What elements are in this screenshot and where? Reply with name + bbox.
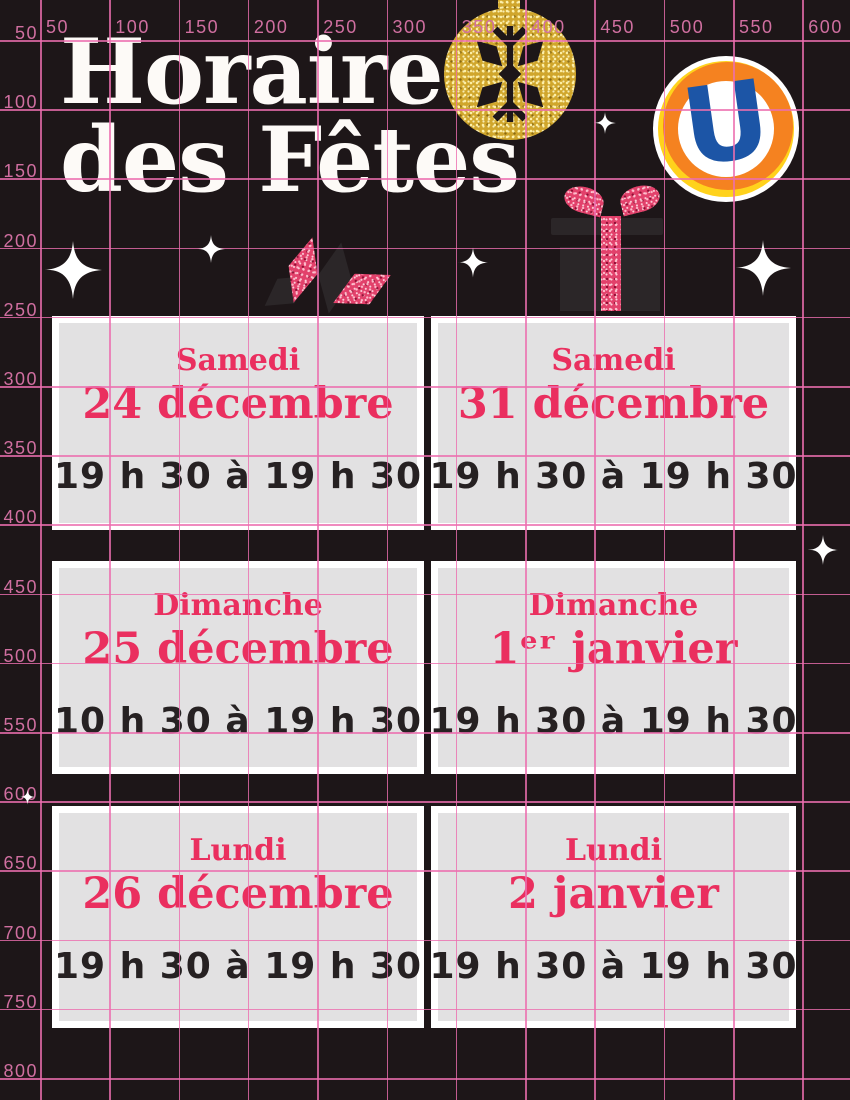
card-hours: 19 h 30 à 19 h 30 — [53, 456, 423, 497]
card-hours: 19 h 30 à 19 h 30 — [429, 456, 798, 497]
sparkle-icon — [458, 242, 488, 283]
card-day: Samedi — [175, 343, 301, 378]
sparkle-icon — [594, 108, 616, 138]
grid-row-label: 450 — [3, 576, 38, 597]
hours-card-inner: Lundi 26 décembre 19 h 30 à 19 h 30 — [54, 813, 421, 1021]
snowflake-icon — [476, 26, 544, 122]
gift-bow-left — [561, 182, 607, 218]
card-hours: 19 h 30 à 19 h 30 — [53, 946, 423, 987]
hours-card: Samedi 31 décembre 19 h 30 à 19 h 30 — [429, 316, 797, 530]
hours-card: Dimanche 25 décembre 10 h 30 à 19 h 30 — [52, 561, 424, 774]
card-day: Dimanche — [528, 588, 699, 623]
card-hours: 10 h 30 à 19 h 30 — [53, 701, 423, 742]
card-day: Lundi — [564, 833, 663, 868]
grid-row-label: 750 — [3, 991, 38, 1012]
card-date: 24 décembre — [82, 379, 394, 429]
logo-u-letter: U — [674, 56, 778, 190]
grid-row-label: 350 — [3, 438, 38, 459]
grid-row-label: 50 — [14, 23, 38, 43]
grid-row-label: 700 — [3, 922, 38, 943]
hours-card-inner: Lundi 2 janvier 19 h 30 à 19 h 30 — [429, 813, 797, 1021]
hours-card: Dimanche 1ᵉʳ janvier 19 h 30 à 19 h 30 — [429, 561, 797, 774]
gift-ribbon — [601, 216, 621, 311]
card-date: 2 janvier — [508, 869, 719, 919]
grid-row-label: 800 — [3, 1061, 38, 1081]
grid-line-vertical — [40, 0, 42, 1100]
grid-row-label: 300 — [3, 369, 38, 389]
grid-column-label: 600 — [808, 17, 843, 37]
card-date: 26 décembre — [82, 869, 394, 919]
hours-card: Lundi 26 décembre 19 h 30 à 19 h 30 — [52, 806, 424, 1028]
hours-card: Samedi 24 décembre 19 h 30 à 19 h 30 — [52, 316, 424, 530]
sparkle-icon — [20, 778, 35, 816]
grid-column-label: 450 — [600, 17, 635, 37]
card-hours: 19 h 30 à 19 h 30 — [429, 946, 798, 987]
grid-row-label: 400 — [3, 507, 38, 528]
leaf-dark-center — [312, 240, 358, 317]
hours-card: Lundi 2 janvier 19 h 30 à 19 h 30 — [429, 806, 797, 1028]
title-line-1: Horaire — [60, 19, 444, 125]
hours-card-inner: Samedi 31 décembre 19 h 30 à 19 h 30 — [429, 323, 797, 523]
sparkle-icon — [735, 239, 791, 297]
gift-box — [545, 180, 675, 315]
sparkle-icon — [197, 233, 225, 265]
sparkle-icon — [44, 241, 102, 299]
ornament-cap — [498, 0, 520, 9]
card-hours: 19 h 30 à 19 h 30 — [429, 701, 798, 742]
grid-row-label: 600 — [3, 784, 38, 805]
grid-row-label: 150 — [3, 161, 38, 182]
title-line-2: des Fêtes — [60, 107, 520, 213]
grid-column-label: 500 — [669, 17, 705, 37]
grid-row-label: 250 — [3, 299, 38, 320]
grid-line-horizontal — [0, 1078, 850, 1080]
card-date: 25 décembre — [82, 624, 394, 674]
grid-row-label: 650 — [3, 853, 38, 874]
grid-column-label: 550 — [739, 17, 774, 37]
grid-line-horizontal — [0, 247, 850, 250]
grid-row-label: 200 — [3, 230, 38, 251]
card-date: 31 décembre — [457, 379, 770, 429]
sparkle-icon — [808, 533, 838, 567]
brand-logo: U — [653, 56, 799, 202]
logo-inner-disc — [678, 81, 774, 177]
card-day: Dimanche — [153, 588, 323, 623]
hours-card-inner: Samedi 24 décembre 19 h 30 à 19 h 30 — [54, 323, 421, 523]
grid-line-horizontal — [0, 801, 850, 803]
card-day: Lundi — [189, 833, 287, 868]
grid-row-label: 500 — [3, 645, 38, 666]
page-title: Horaire des Fêtes — [60, 19, 520, 213]
grid-row-label: 100 — [3, 92, 38, 113]
hours-card-inner: Dimanche 1ᵉʳ janvier 19 h 30 à 19 h 30 — [429, 568, 797, 767]
leaf-cluster — [256, 232, 401, 314]
card-date: 1ᵉʳ janvier — [489, 624, 738, 674]
hours-card-inner: Dimanche 25 décembre 10 h 30 à 19 h 30 — [54, 568, 421, 767]
christmas-ornament — [444, 0, 576, 140]
card-day: Samedi — [551, 343, 676, 378]
grid-row-label: 550 — [3, 715, 38, 735]
